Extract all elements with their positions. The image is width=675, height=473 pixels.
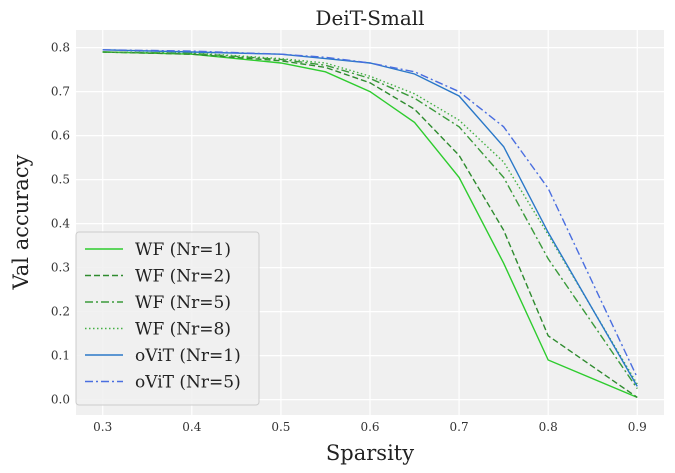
legend-label: WF (Nr=8) <box>135 320 231 340</box>
chart-title: DeiT-Small <box>315 6 424 30</box>
y-tick-label: 0.7 <box>51 85 70 99</box>
x-tick-label: 0.6 <box>360 420 379 434</box>
legend-label: WF (Nr=5) <box>135 293 231 313</box>
y-tick-label: 0.0 <box>51 393 70 407</box>
y-tick-label: 0.6 <box>51 129 70 143</box>
legend-label: WF (Nr=2) <box>135 267 231 287</box>
y-axis-label: Val accuracy <box>9 154 33 290</box>
series-line-3 <box>102 51 638 385</box>
y-tick-label: 0.8 <box>51 41 70 55</box>
y-tick-label: 0.1 <box>51 349 70 363</box>
y-tick-label: 0.3 <box>51 261 70 275</box>
x-tick-label: 0.4 <box>182 420 201 434</box>
x-tick-label: 0.5 <box>271 420 290 434</box>
y-tick-label: 0.2 <box>51 305 70 319</box>
series-line-2 <box>102 51 638 389</box>
x-tick-label: 0.3 <box>93 420 112 434</box>
x-axis-label: Sparsity <box>326 441 414 465</box>
series-line-5 <box>102 49 638 378</box>
x-tick-label: 0.9 <box>628 420 647 434</box>
legend-label: WF (Nr=1) <box>135 240 231 260</box>
series-line-0 <box>102 51 638 399</box>
x-tick-label: 0.8 <box>539 420 558 434</box>
legend: WF (Nr=1) WF (Nr=2) WF (Nr=5) WF (Nr=8) oViT… <box>75 231 260 406</box>
legend-label: oViT (Nr=1) <box>135 346 241 366</box>
y-tick-label: 0.4 <box>51 217 70 231</box>
x-tick-label: 0.7 <box>450 420 469 434</box>
legend-label: oViT (Nr=5) <box>135 373 241 393</box>
y-tick-label: 0.5 <box>51 173 70 187</box>
